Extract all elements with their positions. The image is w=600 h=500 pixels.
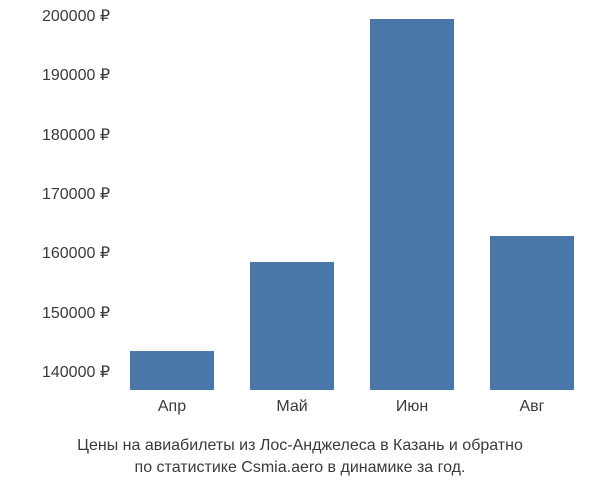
price-chart: 140000 ₽150000 ₽160000 ₽170000 ₽180000 ₽… [0,0,600,440]
x-tick-label: Авг [519,398,544,416]
x-tick-label: Июн [396,398,428,416]
bar [490,236,574,390]
caption-line-1: Цены на авиабилеты из Лос-Анджелеса в Ка… [77,437,523,454]
bar [370,19,454,390]
x-tick-label: Апр [158,398,186,416]
bar [250,262,334,390]
x-tick-label: Май [276,398,307,416]
bar [130,351,214,390]
plot-area [100,10,580,390]
chart-caption: Цены на авиабилеты из Лос-Анджелеса в Ка… [0,435,600,480]
caption-line-2: по статистике Csmia.aero в динамике за г… [135,459,466,476]
